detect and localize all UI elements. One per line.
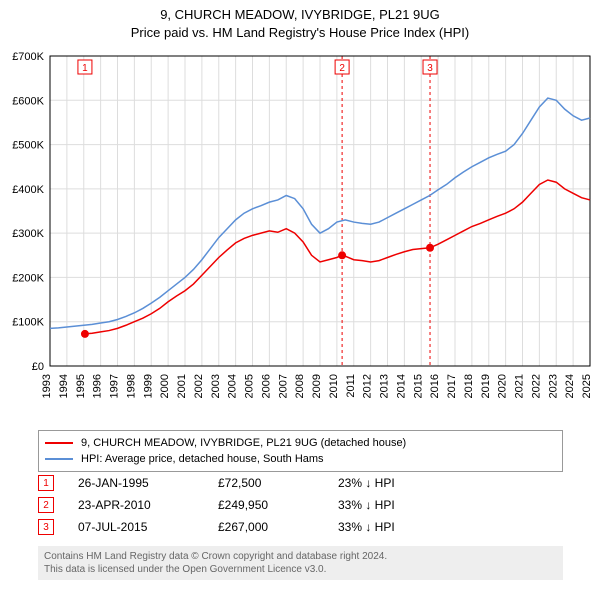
svg-text:£300K: £300K xyxy=(12,228,44,240)
svg-text:£200K: £200K xyxy=(12,272,44,284)
svg-text:2016: 2016 xyxy=(429,374,441,398)
svg-text:2021: 2021 xyxy=(514,374,526,398)
svg-text:1999: 1999 xyxy=(142,374,154,398)
svg-text:1996: 1996 xyxy=(92,374,104,398)
event-delta: 33% ↓ HPI xyxy=(338,498,563,512)
svg-text:2018: 2018 xyxy=(463,374,475,398)
svg-text:2020: 2020 xyxy=(497,374,509,398)
svg-text:£400K: £400K xyxy=(12,184,44,196)
svg-text:£0: £0 xyxy=(32,361,44,373)
event-date: 07-JUL-2015 xyxy=(78,520,218,534)
svg-text:2025: 2025 xyxy=(581,374,593,398)
svg-text:£600K: £600K xyxy=(12,95,44,107)
svg-text:1997: 1997 xyxy=(109,374,121,398)
svg-text:£700K: £700K xyxy=(12,51,44,63)
svg-text:2015: 2015 xyxy=(412,374,424,398)
svg-text:1993: 1993 xyxy=(41,374,53,398)
event-marker: 2 xyxy=(38,497,54,513)
svg-text:1: 1 xyxy=(82,63,88,74)
sale-events: 1 26-JAN-1995£72,50023% ↓ HPI 2 23-APR-2010… xyxy=(38,472,563,538)
svg-text:2013: 2013 xyxy=(379,374,391,398)
svg-text:3: 3 xyxy=(427,63,433,74)
svg-text:2001: 2001 xyxy=(176,374,188,398)
chart-svg: £0 £100K £200K £300K £400K £500K £600K £700K 199… xyxy=(0,46,600,426)
svg-text:2012: 2012 xyxy=(362,374,374,398)
event-marker: 1 xyxy=(38,475,54,491)
svg-text:2008: 2008 xyxy=(294,374,306,398)
footer-line-1: Contains HM Land Registry data © Crown c… xyxy=(44,550,557,563)
svg-text:2023: 2023 xyxy=(547,374,559,398)
footer: Contains HM Land Registry data © Crown c… xyxy=(38,546,563,580)
svg-text:2019: 2019 xyxy=(480,374,492,398)
legend-swatch xyxy=(45,442,73,444)
legend-label: 9, CHURCH MEADOW, IVYBRIDGE, PL21 9UG (d… xyxy=(81,437,406,449)
legend-swatch xyxy=(45,458,73,460)
svg-text:2017: 2017 xyxy=(446,374,458,398)
legend-label: HPI: Average price, detached house, Sout… xyxy=(81,453,324,465)
title-line-2: Price paid vs. HM Land Registry's House … xyxy=(0,24,600,42)
event-price: £249,950 xyxy=(218,498,338,512)
svg-text:£500K: £500K xyxy=(12,140,44,152)
event-row: 1 26-JAN-1995£72,50023% ↓ HPI xyxy=(38,472,563,494)
svg-text:2003: 2003 xyxy=(210,374,222,398)
svg-text:2006: 2006 xyxy=(260,374,272,398)
svg-text:2024: 2024 xyxy=(564,374,576,398)
event-delta: 33% ↓ HPI xyxy=(338,520,563,534)
svg-text:2010: 2010 xyxy=(328,374,340,398)
event-date: 23-APR-2010 xyxy=(78,498,218,512)
svg-text:2: 2 xyxy=(339,63,345,74)
svg-text:2009: 2009 xyxy=(311,374,323,398)
event-marker: 3 xyxy=(38,519,54,535)
svg-text:2011: 2011 xyxy=(345,374,357,398)
svg-text:2000: 2000 xyxy=(159,374,171,398)
event-row: 2 23-APR-2010£249,95033% ↓ HPI xyxy=(38,494,563,516)
svg-text:2014: 2014 xyxy=(395,374,407,398)
chart: £0 £100K £200K £300K £400K £500K £600K £700K 199… xyxy=(0,46,600,426)
svg-text:£100K: £100K xyxy=(12,317,44,329)
svg-text:1995: 1995 xyxy=(75,374,87,398)
event-price: £72,500 xyxy=(218,476,338,490)
event-row: 3 07-JUL-2015£267,00033% ↓ HPI xyxy=(38,516,563,538)
title-line-1: 9, CHURCH MEADOW, IVYBRIDGE, PL21 9UG xyxy=(0,6,600,24)
svg-text:2022: 2022 xyxy=(530,374,542,398)
svg-text:2004: 2004 xyxy=(227,374,239,398)
svg-text:2002: 2002 xyxy=(193,374,205,398)
svg-text:2007: 2007 xyxy=(277,374,289,398)
legend-row: 9, CHURCH MEADOW, IVYBRIDGE, PL21 9UG (d… xyxy=(45,435,556,451)
svg-text:1994: 1994 xyxy=(58,374,70,398)
svg-text:1998: 1998 xyxy=(125,374,137,398)
svg-text:2005: 2005 xyxy=(244,374,256,398)
footer-line-2: This data is licensed under the Open Gov… xyxy=(44,563,557,576)
event-delta: 23% ↓ HPI xyxy=(338,476,563,490)
legend: 9, CHURCH MEADOW, IVYBRIDGE, PL21 9UG (d… xyxy=(38,430,563,472)
event-price: £267,000 xyxy=(218,520,338,534)
title-block: 9, CHURCH MEADOW, IVYBRIDGE, PL21 9UG Pr… xyxy=(0,0,600,42)
legend-row: HPI: Average price, detached house, Sout… xyxy=(45,451,556,467)
event-date: 26-JAN-1995 xyxy=(78,476,218,490)
